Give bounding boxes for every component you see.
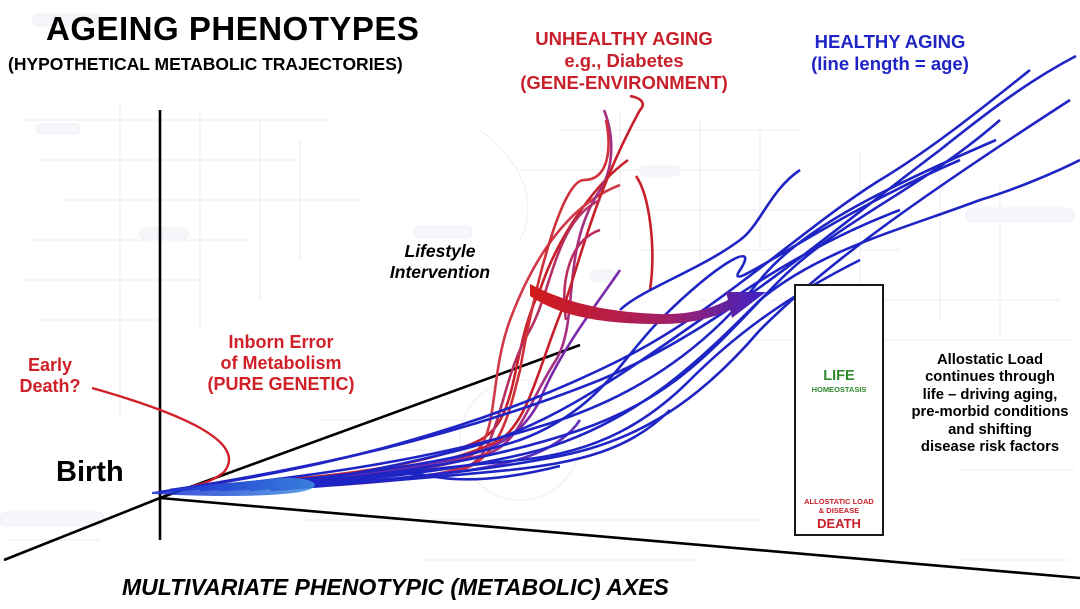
- page-subtitle: (HYPOTHETICAL METABOLIC TRAJECTORIES): [8, 54, 403, 74]
- note-line-1: Allostatic Load: [936, 352, 1044, 368]
- page-title: AGEING PHENOTYPES: [46, 10, 420, 47]
- allostatic-load-note: Allostatic Load continues through life –…: [897, 352, 1080, 457]
- unhealthy-aging-title: UNHEALTHY AGING: [535, 28, 713, 49]
- birth-cluster: [152, 477, 315, 496]
- axis-to-left: [3, 496, 161, 562]
- healthy-aging-label: HEALTHY AGING (line length = age): [790, 31, 990, 75]
- note-line-5: and shifting: [948, 421, 1032, 438]
- lifestyle-line-1: Lifestyle: [404, 241, 476, 261]
- life-label: LIFE: [823, 368, 855, 384]
- inborn-line-1: Inborn Error: [228, 332, 334, 352]
- lifestyle-intervention-label: Lifestyle Intervention: [372, 241, 508, 282]
- lifestyle-intervention-arrow: [530, 284, 766, 324]
- early-death-line-2: Death?: [19, 376, 81, 397]
- note-line-6: disease risk factors: [920, 439, 1060, 456]
- birth-label: Birth: [56, 456, 124, 488]
- phenotypic-axes: [3, 110, 1080, 580]
- unhealthy-aging-cause: (GENE-ENVIRONMENT): [520, 71, 728, 93]
- allostatic-load-label: ALLOSTATIC LOAD & DISEASE: [796, 497, 882, 515]
- axis-oblique: [159, 343, 581, 500]
- note-line-3: life – driving aging,: [922, 386, 1058, 403]
- inborn-error-label: Inborn Error of Metabolism (PURE GENETIC…: [182, 332, 380, 396]
- death-label: DEATH: [817, 516, 861, 531]
- early-death-label: Early Death?: [12, 355, 88, 397]
- homeostasis-scale-panel: LIFE HOMEOSTASIS ALLOSTATIC LOAD & DISEA…: [794, 284, 884, 536]
- axes-label: MULTIVARIATE PHENOTYPIC (METABOLIC) AXES: [122, 574, 669, 600]
- inborn-line-2: of Metabolism: [220, 353, 342, 374]
- axis-to-right: [159, 496, 1080, 580]
- lifestyle-line-2: Intervention: [389, 261, 491, 282]
- homeostasis-label: HOMEOSTASIS: [811, 385, 867, 394]
- early-death-curve: [91, 386, 231, 488]
- allostatic-line-1: ALLOSTATIC LOAD: [804, 497, 874, 506]
- unhealthy-trajectories: [199, 94, 654, 491]
- unhealthy-aging-example: e.g., Diabetes: [564, 49, 684, 71]
- note-line-4: pre-morbid conditions: [911, 404, 1069, 421]
- early-death-line-1: Early: [27, 355, 73, 375]
- allostatic-line-2: & DISEASE: [818, 505, 860, 515]
- unhealthy-aging-label: UNHEALTHY AGING e.g., Diabetes (GENE-ENV…: [498, 28, 750, 93]
- healthy-aging-note: (line length = age): [811, 52, 969, 74]
- inborn-line-3: (PURE GENETIC): [207, 374, 355, 395]
- note-line-2: continues through: [925, 369, 1055, 386]
- healthy-aging-title: HEALTHY AGING: [814, 31, 966, 52]
